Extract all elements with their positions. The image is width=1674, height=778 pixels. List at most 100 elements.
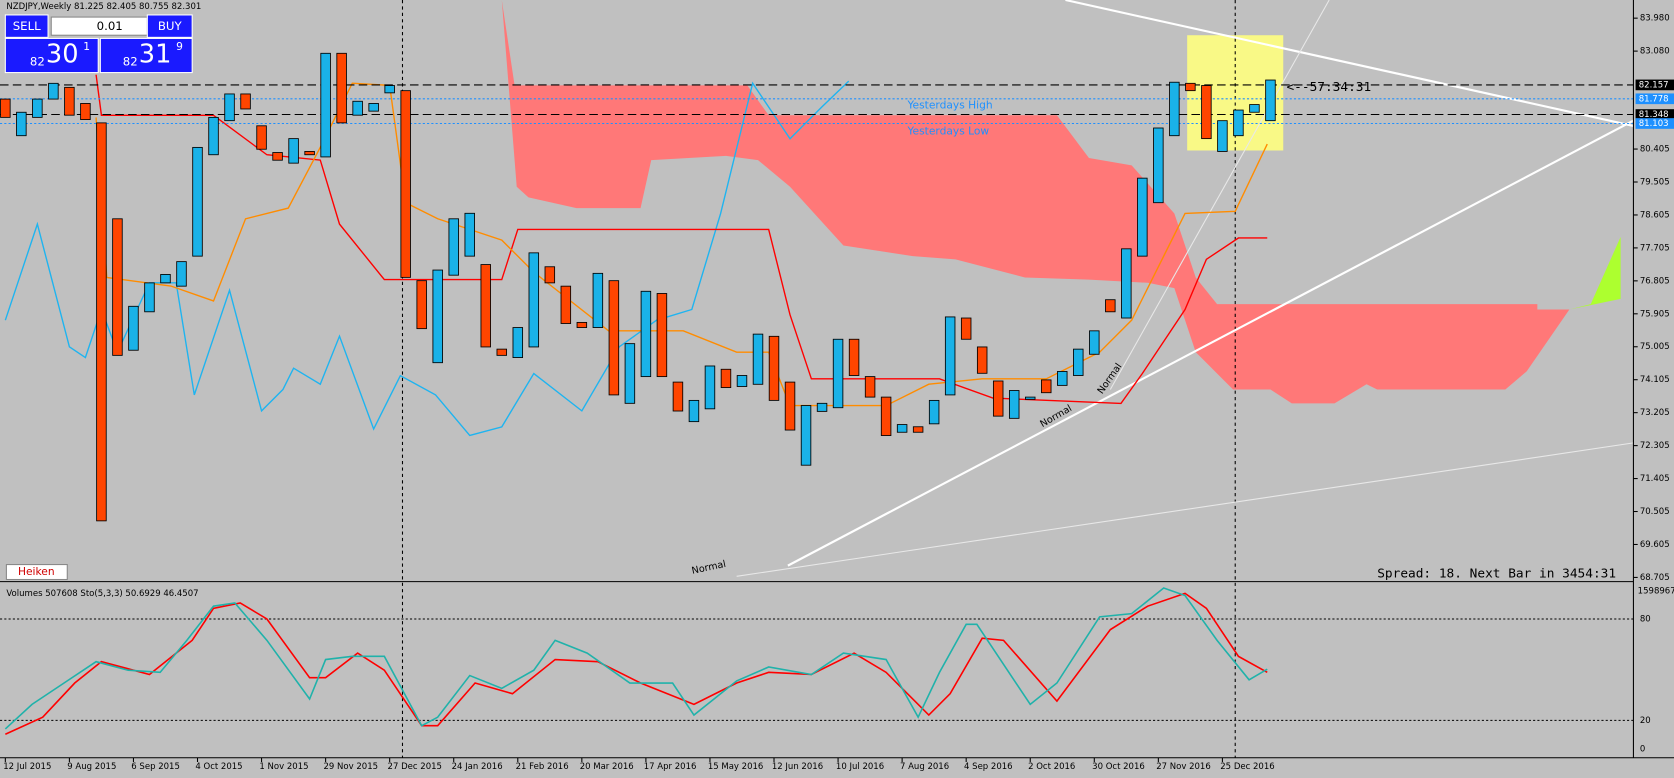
time-tick-label: 27 Nov 2016 xyxy=(1156,762,1211,772)
candle-body xyxy=(112,218,123,356)
price-tick-label: 75.005 xyxy=(1640,342,1670,352)
price-tick-label: 68.705 xyxy=(1640,573,1670,583)
candle-body xyxy=(608,280,620,396)
spread-info: Spread: 18. Next Bar in 3454:31 xyxy=(1377,567,1616,582)
candle-body xyxy=(896,424,908,433)
sub-window-label: Volumes 507608 Sto(5,3,3) 50.6929 46.450… xyxy=(6,589,198,599)
yesterday-low: Yesterdays Low xyxy=(906,124,989,137)
candle-body xyxy=(304,151,315,156)
candle-body xyxy=(528,252,540,348)
candle-body xyxy=(1137,177,1148,257)
price-tick-label: 78.605 xyxy=(1640,210,1670,220)
price-tick-label: 75.905 xyxy=(1640,309,1670,319)
price-tag xyxy=(1635,118,1674,129)
candle-body xyxy=(1249,104,1260,113)
price-tag xyxy=(1635,109,1674,120)
candle-body xyxy=(1201,85,1212,140)
candle-body xyxy=(224,93,235,122)
time-tick-label: 12 Jun 2016 xyxy=(772,762,823,772)
candle-body xyxy=(1105,299,1116,313)
price-tick-label: 71.405 xyxy=(1640,474,1670,484)
candle-body xyxy=(1008,390,1020,419)
time-tick-label: 1 Nov 2015 xyxy=(259,762,308,772)
lot-value: 0.01 xyxy=(97,19,123,33)
candle-body xyxy=(1233,109,1244,137)
time-tick-label: 17 Apr 2016 xyxy=(644,762,697,772)
candle-body xyxy=(48,82,59,100)
sub-tick-label: 80 xyxy=(1640,614,1651,624)
candle-body xyxy=(160,274,171,284)
buy-button[interactable] xyxy=(146,14,193,38)
buy-price-box[interactable] xyxy=(99,37,193,74)
time-tick-label: 24 Jan 2016 xyxy=(452,762,503,772)
price-tag-label: 81.778 xyxy=(1639,94,1669,104)
candle-body xyxy=(560,285,572,324)
price-tick-label: 83.980 xyxy=(1640,14,1670,24)
sell-button[interactable] xyxy=(4,14,49,38)
yesterday-high: Yesterdays High xyxy=(906,99,992,112)
buy-label: BUY xyxy=(158,19,183,33)
heiken-button[interactable] xyxy=(5,564,68,581)
buy-price-sup: 9 xyxy=(176,40,183,53)
candle-body xyxy=(736,375,748,387)
candle-body xyxy=(256,125,267,150)
candle-body xyxy=(480,264,491,348)
buy-price-big: 82 xyxy=(123,54,138,68)
price-tick-label: 77.705 xyxy=(1640,243,1670,253)
candle-body xyxy=(240,93,251,110)
time-tick-label: 15 May 2016 xyxy=(708,762,764,772)
time-tick-label: 2 Oct 2016 xyxy=(1028,762,1075,772)
price-tick-label: 73.205 xyxy=(1640,408,1670,418)
candle-body xyxy=(976,346,988,374)
price-tick-label: 74.105 xyxy=(1640,375,1670,385)
time-tick-label: 12 Jul 2015 xyxy=(3,762,51,772)
candle-body xyxy=(512,327,524,358)
sell-price-mid: 30 xyxy=(46,39,79,69)
candle-body xyxy=(832,338,844,409)
candle-body xyxy=(800,405,812,466)
candle-body xyxy=(1169,81,1180,137)
candle-body xyxy=(96,122,107,522)
price-tick-label: 69.605 xyxy=(1640,540,1670,550)
candle-body xyxy=(624,343,636,404)
time-tick-label: 4 Sep 2016 xyxy=(964,762,1013,772)
price-tag-label: 81.103 xyxy=(1639,119,1669,129)
candle-body xyxy=(320,52,331,158)
candle-body xyxy=(720,368,732,389)
candle-body xyxy=(816,402,828,412)
sell-price-sup: 1 xyxy=(83,40,90,53)
time-tick-label: 7 Aug 2016 xyxy=(900,762,949,772)
candle-body xyxy=(640,290,652,378)
sub-top-label: 1598967 xyxy=(1638,587,1674,597)
candle-body xyxy=(496,348,508,356)
candle-body xyxy=(32,98,43,118)
time-tick-label: 20 Mar 2016 xyxy=(580,762,634,772)
candle-body xyxy=(464,212,475,257)
sell-price-box[interactable] xyxy=(4,37,99,74)
candle-body xyxy=(16,111,27,137)
sto-signal xyxy=(5,592,1268,735)
candle-body xyxy=(704,365,716,410)
candle-body xyxy=(288,138,299,164)
candle-body xyxy=(448,218,459,276)
candle-body xyxy=(0,98,11,118)
price-tick-label: 76.805 xyxy=(1640,276,1670,286)
bar-timer: <--57:34:31 xyxy=(1286,80,1371,95)
candle-body xyxy=(192,146,203,257)
sell-price-big: 82 xyxy=(30,54,45,68)
sub-tick-label: 20 xyxy=(1640,716,1651,726)
candle-body xyxy=(544,266,556,284)
trade-panel: SELL BUY 0.01 82 30 1 82 31 9 xyxy=(4,14,193,74)
price-tag-label: 82.157 xyxy=(1639,80,1669,90)
candle-body xyxy=(864,376,876,398)
price-tick-label: 80.405 xyxy=(1640,145,1670,155)
sub-tick-label: 0 xyxy=(1640,745,1645,755)
candle-body xyxy=(352,100,363,116)
trend-line xyxy=(1109,0,1330,390)
candle-body xyxy=(1057,371,1068,386)
candle-body xyxy=(880,396,892,436)
candle-body xyxy=(784,381,796,431)
candle-body xyxy=(368,103,379,112)
